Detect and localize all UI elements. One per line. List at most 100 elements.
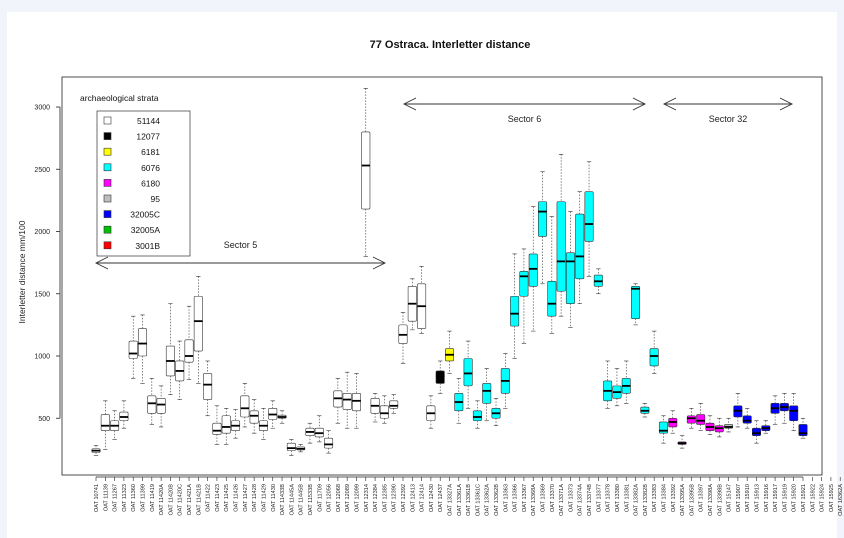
x-tick-label: OAT 13382A	[634, 484, 640, 516]
box-71	[742, 407, 752, 429]
x-tick-label: OAT 11139	[103, 484, 109, 511]
box-body	[435, 370, 445, 384]
box-29	[351, 373, 361, 429]
y-axis: 500 1000 1500 2000 2500 3000	[34, 105, 61, 423]
box-57	[612, 368, 622, 407]
box-body	[547, 280, 557, 317]
box-5	[128, 315, 138, 379]
x-tick-label: OAT 11433B	[280, 484, 286, 516]
box-24	[305, 422, 315, 444]
x-tick-label: OAT 13362A	[485, 484, 491, 516]
sector-annotations: Sector 5 Sector 6 Sector 32	[94, 97, 794, 270]
box-body	[528, 253, 538, 287]
box-body	[286, 442, 296, 451]
x-tick-label: OAT 11267	[113, 484, 119, 512]
arrow-head-left	[402, 97, 417, 111]
x-tick-label: OAT 10741	[94, 484, 100, 512]
box-body	[249, 410, 259, 424]
x-tick-label: OAT 11430	[271, 484, 277, 512]
legend-label: 6181	[141, 147, 160, 157]
legend-swatch	[103, 179, 112, 187]
box-body	[472, 410, 482, 422]
x-tick-label: OAT 12413	[410, 484, 416, 512]
box-36	[417, 266, 427, 334]
x-tick-label: OAT 12056	[327, 484, 333, 512]
boxes-layer	[91, 88, 808, 456]
x-tick-label: OAT 11421A	[187, 484, 193, 516]
box-body	[686, 415, 696, 424]
legend-label: 12077	[136, 132, 160, 142]
x-tick-label: OAT 13362B	[494, 484, 500, 516]
box-body	[584, 191, 594, 242]
y-tick-label: 1500	[34, 291, 50, 298]
x-tick-label: OAT 13368A	[531, 484, 537, 516]
box-69	[724, 417, 734, 433]
x-tick-label: OAT 13374A	[578, 484, 584, 516]
x-tick-label: OAT 13395A	[680, 484, 686, 516]
x-tick-label: OAT 16362A	[838, 484, 844, 516]
box-72	[751, 420, 761, 444]
x-tick-label: OAT 13398A	[708, 484, 714, 516]
x-tick-label: OAT 13381	[624, 484, 630, 512]
box-14	[212, 405, 222, 445]
box-55	[593, 268, 603, 295]
x-tick-label: OAT 12314	[364, 484, 370, 512]
box-26	[324, 430, 334, 454]
chart-paper	[7, 12, 837, 538]
y-tick-label: 3000	[34, 105, 50, 112]
legend-label: 95	[151, 194, 161, 204]
box-43	[482, 368, 492, 422]
box-25	[314, 415, 324, 443]
box-body	[751, 427, 761, 436]
legend-label: 6076	[141, 163, 160, 173]
legend-item: 12077	[103, 132, 160, 142]
box-body	[631, 285, 641, 319]
box-body	[147, 395, 157, 414]
box-body	[203, 373, 213, 400]
box-body	[519, 271, 529, 297]
box-body	[510, 295, 520, 327]
x-tick-label: OAT 12068	[336, 484, 342, 512]
box-19	[258, 407, 268, 440]
box-body	[212, 422, 222, 435]
box-body	[575, 213, 585, 280]
box-body	[556, 201, 566, 292]
legend-item: 95	[103, 194, 161, 204]
x-tick-label: OAT 13367	[522, 484, 528, 512]
box-64	[677, 435, 687, 449]
x-tick-label: OAT 11420A	[159, 484, 165, 516]
x-tick-label: OAT 13370	[550, 484, 556, 512]
x-tick-label: OAT 11420B	[168, 484, 174, 516]
x-tick-label: OAT 15910	[745, 484, 751, 512]
sector-arrow-3: Sector 32	[662, 97, 794, 124]
box-8	[156, 385, 166, 428]
x-tick-label: OAT 13378	[606, 484, 612, 512]
box-60	[640, 403, 650, 418]
box-body	[193, 295, 203, 352]
x-tick-label: OAT 13383	[652, 484, 658, 512]
x-tick-label: OAT 13361B	[466, 484, 472, 516]
box-body	[128, 340, 138, 359]
box-33	[389, 394, 399, 414]
legend-swatch	[103, 163, 112, 172]
box-35	[407, 278, 417, 331]
box-body	[463, 358, 473, 387]
x-tick-label: OAT 15917	[773, 484, 779, 512]
legend-label: 3001B	[135, 241, 160, 251]
box-12	[193, 276, 203, 384]
x-tick-label: OAT 13374B	[587, 484, 593, 516]
box-body	[538, 201, 548, 237]
x-tick-label: OAT 11427	[243, 484, 249, 512]
x-tick-label: OAT 13397	[699, 484, 705, 512]
box-40	[454, 378, 464, 424]
box-body	[240, 395, 250, 418]
box-32	[379, 395, 389, 424]
box-70	[733, 393, 743, 428]
x-tick-label: OAT 11423	[215, 484, 221, 512]
box-15	[221, 407, 231, 445]
x-tick-label: OAT 13327A	[448, 484, 454, 516]
box-48	[528, 206, 538, 332]
box-38	[435, 360, 445, 394]
x-tick-label: OAT 13398B	[717, 484, 723, 516]
